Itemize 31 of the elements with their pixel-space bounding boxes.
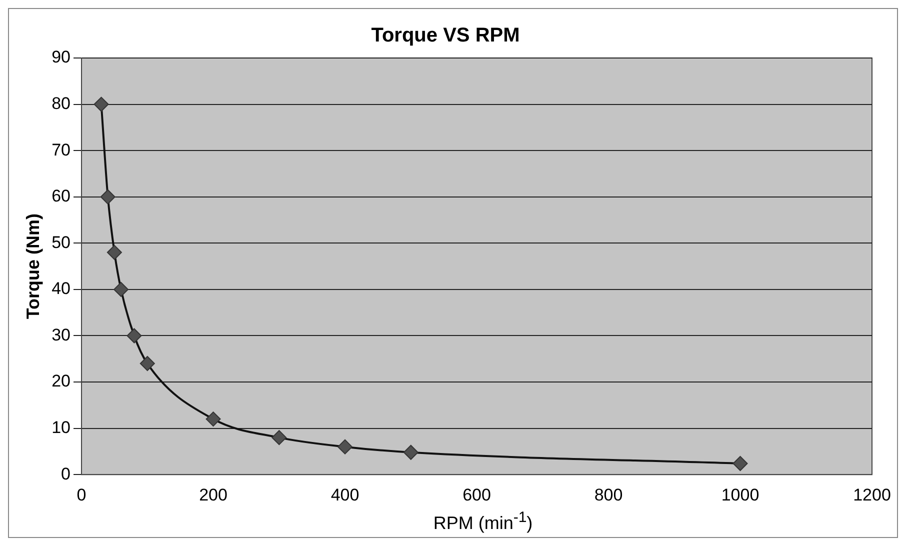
point [206, 412, 221, 427]
y-tick-label: 20 [52, 372, 71, 391]
y-tick-label: 10 [52, 418, 71, 437]
point [338, 439, 353, 454]
y-tick-label: 30 [52, 325, 71, 344]
point [403, 444, 418, 460]
point [272, 430, 287, 446]
y-tick-label: 60 [52, 186, 71, 206]
x-tick-label: 800 [594, 485, 623, 504]
point [140, 356, 155, 372]
point [126, 328, 142, 344]
x-tick-label: 200 [199, 485, 228, 504]
y-tick-label: 90 [52, 48, 71, 67]
y-axis-title: Torque (Nm) [22, 213, 43, 320]
point [114, 282, 129, 297]
y-tick-label: 70 [52, 140, 71, 160]
chart-title: Torque VS RPM [371, 24, 520, 47]
point [100, 189, 116, 204]
x-tick-label: 400 [330, 485, 360, 504]
x-tick-label: 600 [462, 485, 491, 504]
y-tick-label: 40 [52, 279, 71, 298]
y-tick-label: 80 [52, 94, 71, 113]
point [106, 244, 122, 260]
point [94, 96, 109, 112]
point [732, 456, 748, 471]
x-axis-title: RPM (min$^{-1}$) [432, 509, 534, 534]
x-tick-label: 1200 [853, 485, 891, 504]
x-tick-label: 1000 [721, 485, 760, 504]
x-tick-label: 0 [76, 485, 86, 504]
y-tick-label: 50 [52, 232, 71, 252]
y-tick-label: 0 [61, 464, 71, 484]
